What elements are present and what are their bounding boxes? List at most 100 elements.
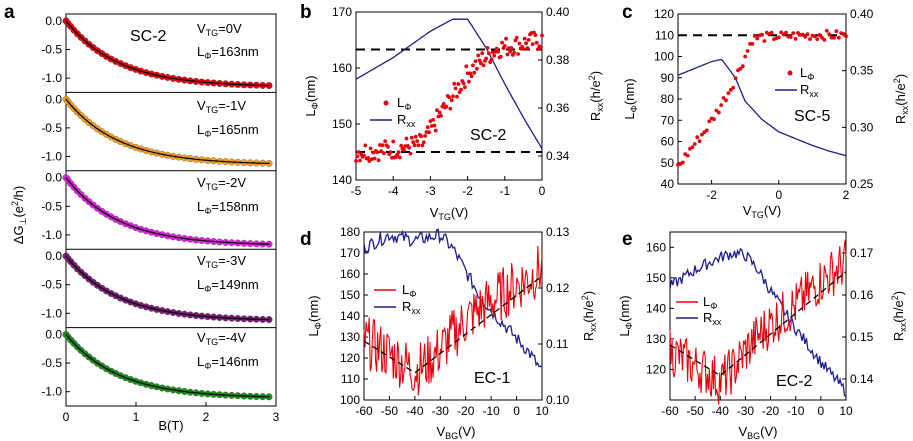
panel-c-xlabel: VTG(V) bbox=[743, 203, 782, 220]
panel-e-ylabel-left: LΦ(nm) bbox=[617, 295, 634, 336]
lphi-point bbox=[366, 156, 370, 160]
panel-c-ylabel-left: LΦ(nm) bbox=[622, 78, 639, 119]
panel-b-label: b bbox=[300, 2, 312, 23]
y-tick-left-label: 90 bbox=[661, 71, 675, 85]
x-tick-label: 10 bbox=[535, 404, 549, 418]
x-tick-label: 0 bbox=[63, 410, 70, 424]
panel-c-legend: LΦ Rxx bbox=[775, 65, 819, 99]
lphi-point bbox=[738, 66, 743, 71]
panel-b-legend: LΦ Rxx bbox=[370, 95, 416, 129]
lphi-point bbox=[471, 63, 475, 68]
x-tick-label: -40 bbox=[406, 404, 424, 418]
y-tick-left-label: 110 bbox=[341, 372, 360, 386]
panel-b-frame bbox=[355, 11, 543, 181]
lphi-point bbox=[704, 128, 709, 133]
legend-lphi-label: LΦ bbox=[402, 282, 416, 299]
lphi-point bbox=[784, 30, 788, 35]
y-tick-left-label: 160 bbox=[332, 61, 352, 75]
lphi-point bbox=[452, 81, 457, 86]
x-tick-label: -20 bbox=[762, 404, 780, 418]
x-tick-label: 0 bbox=[818, 404, 825, 418]
x-tick-label: -4 bbox=[388, 184, 399, 198]
lphi-point bbox=[707, 119, 712, 124]
lphi-label-4: LΦ=146nm bbox=[197, 354, 259, 371]
lphi-point bbox=[538, 45, 543, 50]
panel-a-curves bbox=[62, 17, 273, 401]
panel-b: b -5 -4 -3 -2 -1 0 140 150 160 170 0.34 0.36 0.38 0.4… bbox=[300, 2, 605, 222]
panel-e-marks bbox=[669, 240, 847, 405]
lphi-point bbox=[421, 140, 426, 145]
lphi-point bbox=[354, 159, 358, 163]
lphi-point bbox=[461, 81, 466, 86]
lphi-point bbox=[453, 86, 458, 91]
panel-b-marks bbox=[354, 18, 544, 164]
lphi-point bbox=[355, 154, 360, 159]
y-tick-left-label: 140 bbox=[332, 173, 352, 187]
y-tick-left-label: 150 bbox=[332, 117, 352, 131]
y-tick-label: 0.0 bbox=[45, 249, 62, 263]
lphi-point bbox=[437, 110, 442, 115]
lphi-point bbox=[533, 33, 538, 37]
lphi-point bbox=[740, 64, 745, 69]
lphi-point bbox=[472, 70, 477, 75]
y-tick-right-label: 0.11 bbox=[546, 337, 569, 351]
lphi-point bbox=[480, 51, 485, 56]
lphi-point bbox=[412, 143, 417, 148]
vtg-label-4: VTG=-4V bbox=[197, 330, 246, 347]
lphi-point bbox=[750, 42, 755, 46]
lphi-point bbox=[509, 46, 514, 50]
y-tick-label: 0.0 bbox=[45, 327, 62, 341]
lphi-point bbox=[481, 63, 486, 68]
lphi-point bbox=[484, 56, 489, 61]
lphi-point bbox=[805, 32, 810, 37]
panel-d-ylabel-left: LΦ(nm) bbox=[306, 295, 323, 336]
y-tick-left-label: 130 bbox=[646, 332, 666, 346]
y-tick-left-label: 150 bbox=[340, 288, 360, 302]
y-tick-label: 0.0 bbox=[45, 14, 62, 28]
lphi-point bbox=[812, 34, 817, 39]
lphi-point bbox=[712, 117, 716, 122]
lphi-point bbox=[788, 35, 793, 39]
y-tick-left-label: 100 bbox=[654, 50, 674, 64]
lphi-label-2: LΦ=158nm bbox=[197, 199, 259, 216]
lphi-point bbox=[760, 32, 764, 37]
panel-e: e -60 -50 -40 -30 -20 -10 0 10 120 130 140 150 160 0.… bbox=[617, 229, 908, 441]
lphi-point bbox=[444, 104, 449, 109]
lphi-label-1: LΦ=165nm bbox=[197, 122, 259, 139]
x-tick-label: -2 bbox=[462, 184, 473, 198]
lphi-point bbox=[685, 153, 690, 158]
legend-rxx-label: Rxx bbox=[397, 112, 416, 129]
lphi-point bbox=[383, 139, 388, 144]
rxx-series-line bbox=[669, 247, 847, 398]
legend-lphi-label: LΦ bbox=[703, 294, 717, 311]
x-tick-label: -5 bbox=[351, 184, 362, 198]
panel-c-ticks: -2 0 2 40 50 60 70 80 90 100 110 120 0.25 0.30 0.35 0.4… bbox=[654, 7, 874, 202]
lphi-point bbox=[731, 85, 736, 90]
x-tick-label: -50 bbox=[686, 404, 704, 418]
lphi-point bbox=[455, 94, 459, 99]
y-tick-left-label: 60 bbox=[661, 135, 675, 149]
lphi-point bbox=[372, 156, 377, 161]
y-tick-left-label: 170 bbox=[332, 5, 352, 19]
x-tick-label: 0 bbox=[513, 404, 520, 418]
y-tick-left-label: 140 bbox=[340, 309, 360, 323]
legend-lphi-marker bbox=[383, 100, 389, 106]
lphi-point bbox=[690, 145, 695, 150]
lphi-point bbox=[431, 118, 435, 122]
lphi-point bbox=[493, 49, 498, 54]
x-tick-label: -10 bbox=[482, 404, 500, 418]
lphi-point bbox=[540, 33, 544, 38]
y-tick-left-label: 100 bbox=[340, 393, 360, 407]
x-tick-label: -2 bbox=[706, 188, 717, 202]
x-tick-label: 1 bbox=[133, 410, 140, 424]
panel-a-ticks: 0 1 2 3 0.0 -0.5 -1.0 0.0 -0.5 -1.0 0.0 -0.5 -1.0 0.0… bbox=[41, 14, 279, 424]
y-tick-label: -0.5 bbox=[41, 199, 62, 213]
y-tick-left-label: 80 bbox=[661, 92, 675, 106]
lphi-point bbox=[368, 146, 373, 151]
lphi-point bbox=[396, 150, 401, 155]
lphi-point bbox=[376, 158, 381, 163]
rxx-series-line bbox=[355, 18, 543, 150]
lphi-point bbox=[769, 30, 774, 35]
lphi-point bbox=[494, 46, 499, 51]
panel-e-label: e bbox=[622, 229, 633, 250]
